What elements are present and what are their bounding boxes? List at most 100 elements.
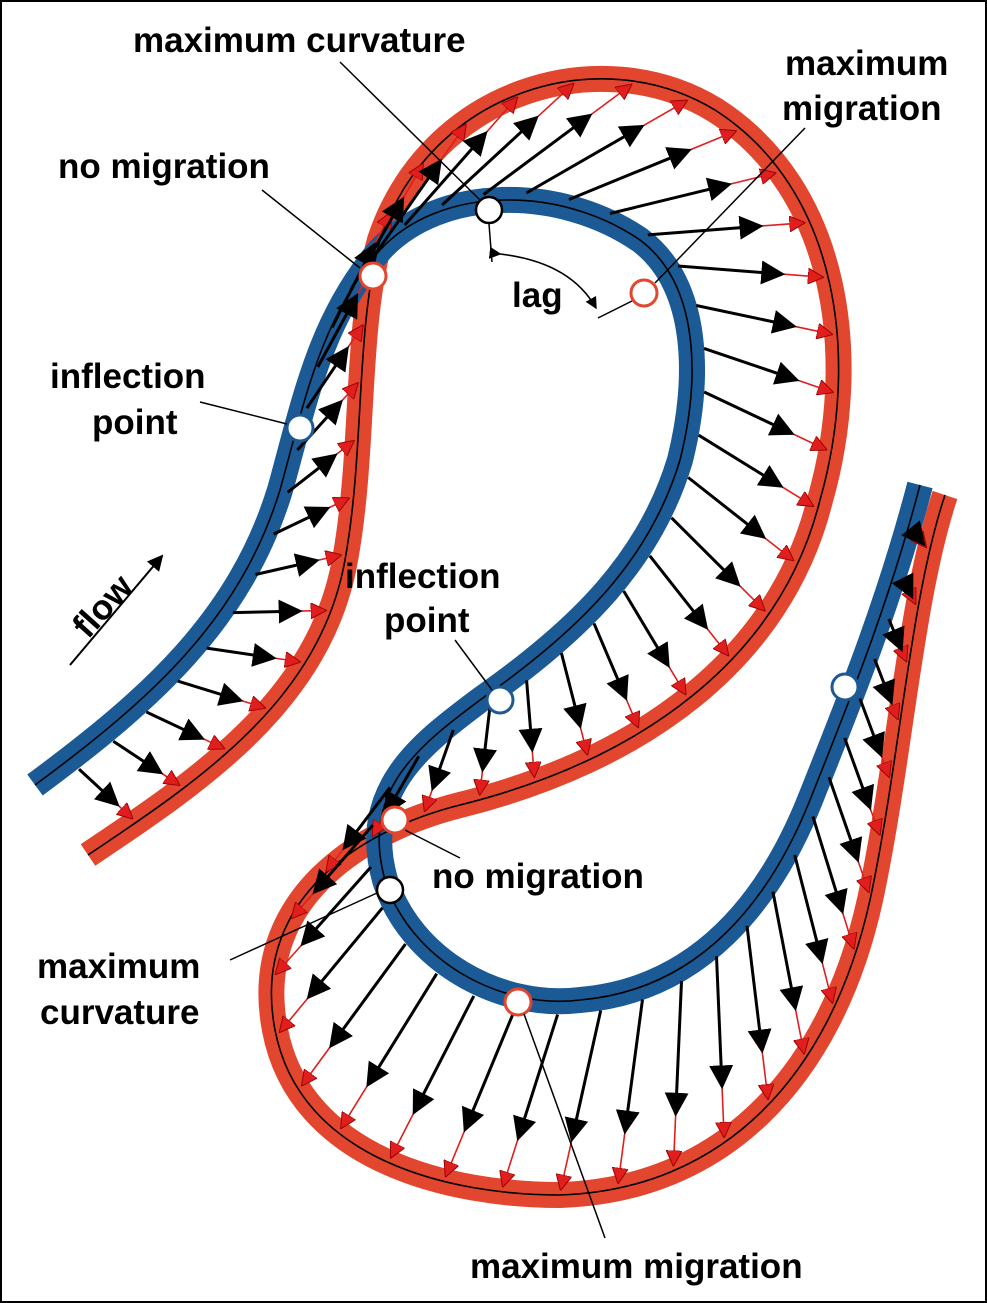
old-migration-vector — [901, 520, 926, 547]
label-no-migration-top: no migration — [58, 147, 270, 186]
new-migration-vector — [822, 961, 832, 1002]
new-migration-vector — [316, 555, 340, 560]
old-migration-vector — [648, 554, 709, 630]
old-channel-midline — [34, 199, 921, 1002]
lag-arc — [488, 246, 597, 310]
leader-max-migration-bottom — [523, 1013, 606, 1239]
new-migration-vector — [118, 805, 133, 818]
old-migration-vector — [568, 147, 692, 201]
old-migration-vector — [843, 737, 875, 811]
label-inflection-mid-line1: inflection — [345, 557, 501, 596]
leader-max-migration-top — [654, 127, 806, 284]
old-migration-vector — [664, 981, 689, 1117]
new-migration-vector — [346, 326, 362, 349]
old-migration-vector — [441, 115, 539, 207]
label-max-curvature-bottom-line2: curvature — [40, 993, 200, 1032]
new-migration-vector — [841, 911, 853, 948]
old-migration-vector — [316, 292, 359, 368]
new-migration-vector — [641, 101, 687, 128]
old-migration-vector — [306, 906, 384, 1000]
old-migration-vector — [647, 215, 764, 240]
new-migration-vector — [280, 996, 310, 1031]
new-migration-vector — [791, 432, 826, 450]
new-migration-vector — [536, 84, 573, 119]
old-migration-vector — [771, 891, 804, 1012]
label-max-migration-top-line1: maximum — [785, 44, 948, 83]
new-migration-vector — [334, 441, 353, 455]
leader-no-migration-top — [261, 189, 361, 269]
new-migration-vector — [793, 326, 832, 334]
old-migration-vector — [622, 590, 670, 668]
leader-inflection-mid — [454, 639, 493, 691]
lag-tick-right — [597, 300, 633, 319]
new-migration-vector — [201, 738, 223, 748]
new-migration-vector — [276, 943, 303, 974]
old-migration-vector — [461, 1009, 517, 1133]
inflection-top-marker — [285, 413, 315, 443]
old-migration-vector — [329, 943, 407, 1049]
old-migration-vector — [564, 1010, 603, 1143]
leader-inflection-top — [199, 401, 288, 425]
old-migration-vector — [518, 680, 543, 753]
new-migration-vector — [667, 664, 685, 693]
old-migration-vector — [112, 739, 164, 775]
old-migration-vector — [858, 697, 885, 758]
new-migration-vector — [674, 1113, 676, 1165]
old-migration-vector — [473, 705, 497, 773]
leader-max-curvature-top — [339, 61, 481, 201]
new-migration-vector — [446, 1129, 466, 1176]
new-migration-vector — [240, 700, 265, 707]
old-migration-vector — [286, 453, 338, 494]
old-migration-vector — [827, 776, 863, 863]
new-migration-vector — [327, 499, 349, 509]
new-migration-vector — [425, 788, 433, 810]
old-migration-vector — [77, 767, 120, 807]
label-inflection-top-line2: point — [92, 403, 178, 442]
new-migration-vector — [796, 379, 833, 392]
label-no-migration-bottom: no migration — [432, 857, 644, 896]
old-migration-vector — [559, 652, 587, 730]
new-migration-vector — [561, 1139, 573, 1190]
new-migration-vector — [618, 1131, 625, 1183]
old-migration-vector — [300, 866, 373, 947]
new-migration-vector — [589, 85, 631, 117]
new-migration-vector — [760, 223, 804, 226]
old-migration-vector — [273, 506, 331, 536]
new-migration-vector — [292, 891, 316, 918]
old-migration-vector — [677, 260, 786, 285]
label-inflection-mid-line2: point — [384, 601, 470, 640]
old-migration-vector — [428, 729, 455, 792]
label-max-curvature-top: maximum curvature — [133, 21, 466, 60]
inflection-right-marker — [830, 672, 860, 702]
new-migration-vector — [705, 627, 728, 655]
new-migration-vector — [881, 754, 889, 776]
max-curvature-top-marker — [474, 195, 504, 225]
label-flow: flow — [65, 567, 141, 646]
old-migration-vector — [482, 113, 593, 196]
old-migration-vector — [305, 346, 349, 409]
new-migration-vector — [439, 125, 465, 162]
new-migration-vector — [722, 1086, 724, 1136]
old-migration-vector — [882, 618, 905, 653]
old-migration-vector — [703, 390, 795, 436]
flow-arrow — [69, 554, 164, 666]
old-migration-vector — [412, 995, 476, 1115]
old-migration-vector — [745, 925, 772, 1054]
old-migration-vector — [709, 956, 734, 1090]
old-migration-vector — [366, 972, 438, 1088]
old-migration-vector — [206, 643, 277, 667]
old-migration-vector — [811, 816, 848, 915]
new-migration-vector — [763, 536, 793, 560]
new-migration-vector — [480, 769, 483, 794]
new-migration-vector — [503, 1138, 519, 1186]
new-migration-vector — [302, 1045, 332, 1085]
old-migration-vector — [296, 399, 343, 452]
channels — [27, 65, 958, 1208]
new-migration-vector — [340, 384, 358, 403]
markers — [285, 195, 860, 1017]
leader-lines — [69, 61, 806, 1239]
old-migration-vector — [177, 679, 244, 706]
new-migration-vector — [327, 847, 345, 871]
label-max-migration-top-line2: migration — [782, 89, 941, 128]
new-migration-vector — [737, 584, 765, 611]
